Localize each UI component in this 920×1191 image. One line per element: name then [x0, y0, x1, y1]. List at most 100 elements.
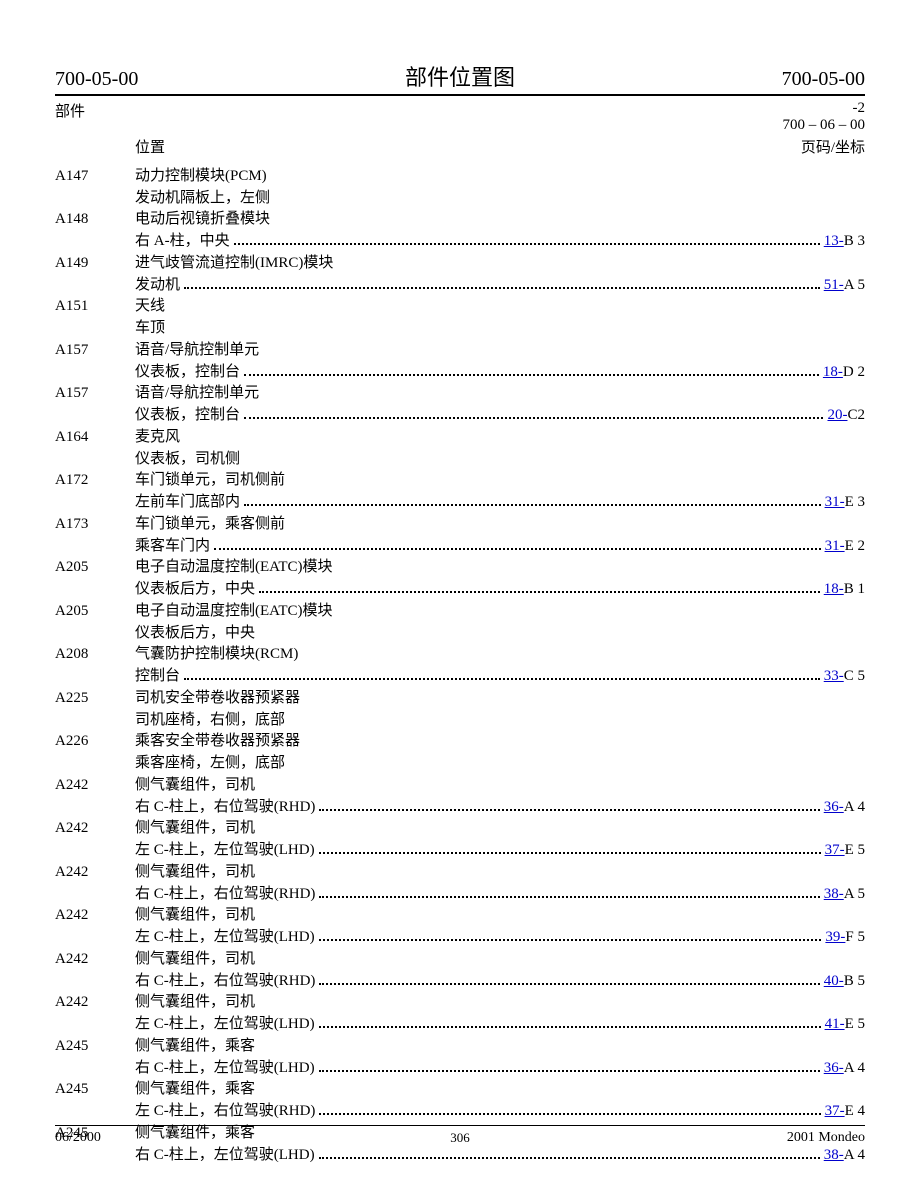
location-line: 仪表板，司机侧 [135, 449, 865, 471]
page-ref-link[interactable]: 40- [824, 973, 844, 989]
component-name: 侧气囊组件，司机 [135, 992, 255, 1014]
leader-dots [319, 983, 819, 985]
page-ref-coord: A 4 [844, 799, 865, 815]
page-ref-link[interactable]: 38- [824, 886, 844, 902]
location-line: 发动机51-A 5 [135, 275, 865, 297]
page-ref-link[interactable]: 36- [824, 1060, 844, 1076]
location-text: 左 C-柱上，左位驾驶(LHD) [135, 840, 315, 862]
location-text: 左 C-柱上，左位驾驶(LHD) [135, 1014, 315, 1036]
component-name: 侧气囊组件，乘客 [135, 1079, 255, 1101]
page-ref-link[interactable]: 18- [823, 364, 843, 380]
component-code: A173 [55, 514, 135, 536]
component-code: A242 [55, 862, 135, 884]
component-code: A242 [55, 905, 135, 927]
page-ref-link[interactable]: 51- [824, 277, 844, 293]
component-name: 电子自动温度控制(EATC)模块 [135, 557, 333, 579]
component-name: 乘客安全带卷收器预紧器 [135, 731, 300, 753]
location-line: 乘客车门内 31-E 2 [135, 536, 865, 558]
page-ref-link[interactable]: 38- [824, 1147, 844, 1163]
page-ref-link[interactable]: 39- [825, 929, 845, 945]
index-entry-location: 控制台33-C 5 [55, 666, 865, 688]
leader-dots [319, 1157, 820, 1159]
index-entry: A148电动后视镜折叠模块 [55, 209, 865, 231]
page-ref: 51-A 5 [824, 275, 865, 297]
page-ref-coord: D 2 [843, 364, 865, 380]
page-ref: 31-E 2 [825, 536, 865, 558]
page-ref: 38-A 4 [824, 1145, 865, 1167]
location-line: 仪表板后方，中央 [135, 623, 865, 645]
location-line: 右 A-柱，中央 13-B 3 [135, 231, 865, 253]
location-text: 发动机隔板上，左侧 [135, 188, 270, 210]
page-ref: 13-B 3 [824, 231, 865, 253]
header-code-right: 700-05-00 [782, 68, 865, 91]
leader-dots [244, 504, 821, 506]
page-ref-link[interactable]: 20- [827, 407, 847, 423]
page-ref-coord: A 4 [844, 1060, 865, 1076]
leader-dots [244, 417, 823, 419]
page-ref-link[interactable]: 13- [824, 233, 844, 249]
location-line: 司机座椅，右侧，底部 [135, 710, 865, 732]
page-ref-link[interactable]: 31- [825, 538, 845, 554]
page-ref: 37-E 5 [825, 840, 865, 862]
sub-header: 部件 -2 700 – 06 – 00 [55, 100, 865, 134]
location-line: 右 C-柱上，左位驾驶(LHD)36-A 4 [135, 1058, 865, 1080]
location-line: 车顶 [135, 318, 865, 340]
location-label: 位置 [135, 138, 165, 160]
header-title: 部件位置图 [405, 60, 515, 92]
location-line: 左 C-柱上，左位驾驶(LHD)39-F 5 [135, 927, 865, 949]
page-ref-link[interactable]: 31- [825, 494, 845, 510]
location-line: 右 C-柱上，左位驾驶(LHD) 38-A 4 [135, 1145, 865, 1167]
header-code-left: 700-05-00 [55, 68, 138, 91]
index-entry: A225司机安全带卷收器预紧器 [55, 688, 865, 710]
page-ref-coord: A 5 [844, 886, 865, 902]
index-entry-location: 仪表板，控制台20-C2 [55, 405, 865, 427]
leader-dots [184, 678, 820, 680]
index-entry: A157语音/导航控制单元 [55, 383, 865, 405]
component-name: 侧气囊组件，乘客 [135, 1036, 255, 1058]
index-entry: A242侧气囊组件，司机 [55, 949, 865, 971]
page-footer: 06/2000 306 2001 Mondeo [55, 1125, 865, 1146]
location-text: 左前车门底部内 [135, 492, 240, 514]
component-code: A157 [55, 383, 135, 405]
page-ref-link[interactable]: 37- [825, 842, 845, 858]
index-entry-location: 乘客座椅，左侧，底部 [55, 753, 865, 775]
leader-dots [184, 287, 820, 289]
page-ref-coord: B 3 [844, 233, 865, 249]
component-name: 气囊防护控制模块(RCM) [135, 644, 298, 666]
component-name: 侧气囊组件，司机 [135, 775, 255, 797]
page-ref-coord: C 5 [844, 668, 865, 684]
index-entry: A172车门锁单元，司机侧前 [55, 470, 865, 492]
page-ref-link[interactable]: 41- [825, 1016, 845, 1032]
component-code: A208 [55, 644, 135, 666]
location-text: 右 C-柱上，左位驾驶(LHD) [135, 1145, 315, 1167]
location-line: 左 C-柱上，左位驾驶(LHD) 41-E 5 [135, 1014, 865, 1036]
page-ref-link[interactable]: 36- [824, 799, 844, 815]
location-line: 仪表板后方，中央18-B 1 [135, 579, 865, 601]
page-ref: 41-E 5 [825, 1014, 865, 1036]
location-text: 右 A-柱，中央 [135, 231, 230, 253]
index-entry-location: 发动机隔板上，左侧 [55, 188, 865, 210]
page-ref-coord: A 5 [844, 277, 865, 293]
index-entry-location: 左 C-柱上，左位驾驶(LHD) 41-E 5 [55, 1014, 865, 1036]
component-name: 进气歧管流道控制(IMRC)模块 [135, 253, 333, 275]
index-entry: A151天线 [55, 296, 865, 318]
page-ref-link[interactable]: 18- [824, 581, 844, 597]
page-header: 700-05-00 部件位置图 700-05-00 [55, 60, 865, 96]
index-entry-location: 左 C-柱上，左位驾驶(LHD) 37-E 5 [55, 840, 865, 862]
location-line: 右 C-柱上，右位驾驶(RHD)40-B 5 [135, 971, 865, 993]
component-name: 动力控制模块(PCM) [135, 166, 267, 188]
leader-dots [319, 852, 821, 854]
location-text: 乘客车门内 [135, 536, 210, 558]
location-text: 仪表板后方，中央 [135, 623, 255, 645]
index-entry: A242侧气囊组件，司机 [55, 992, 865, 1014]
index-entry: A205电子自动温度控制(EATC)模块 [55, 557, 865, 579]
location-text: 车顶 [135, 318, 165, 340]
location-line: 乘客座椅，左侧，底部 [135, 753, 865, 775]
component-code: A149 [55, 253, 135, 275]
page-ref-link[interactable]: 33- [824, 668, 844, 684]
component-code: A225 [55, 688, 135, 710]
page-ref-link[interactable]: 37- [825, 1103, 845, 1119]
location-text: 乘客座椅，左侧，底部 [135, 753, 285, 775]
page-ref-coord: F 5 [845, 929, 865, 945]
sub-header-left: 部件 [55, 100, 85, 134]
